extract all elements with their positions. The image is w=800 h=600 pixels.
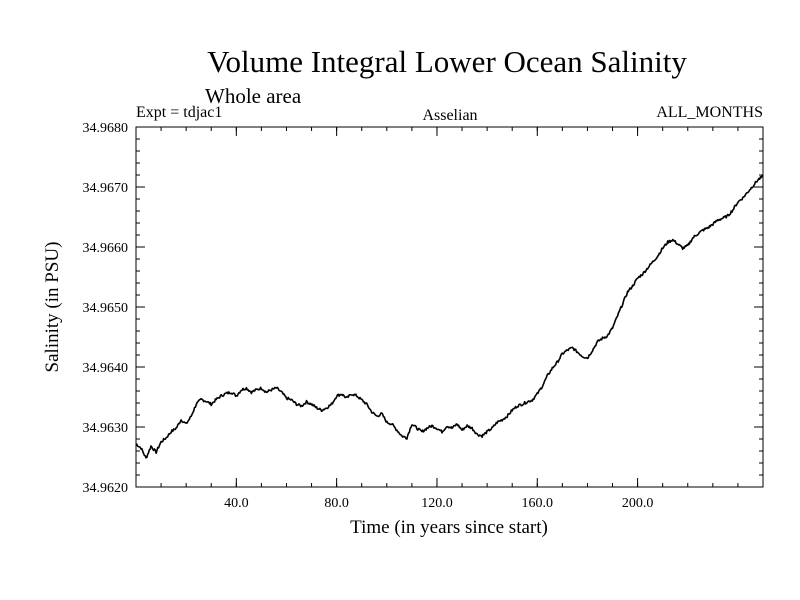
y-tick-label: 34.9640 [83, 361, 129, 376]
x-tick-label: 160.0 [522, 496, 554, 511]
header-right: ALL_MONTHS [656, 104, 763, 121]
x-tick-label: 200.0 [622, 496, 654, 511]
salinity-series-line [135, 174, 764, 459]
y-tick-label: 34.9630 [83, 421, 129, 436]
y-axis: 34.9620 34.9630 34.9640 34.9650 34.9660 34.96… [83, 121, 763, 496]
plot-frame [135, 126, 764, 488]
y-tick-label: 34.9680 [83, 121, 129, 136]
minor-ticks [136, 126, 763, 488]
y-tick-label: 34.9660 [83, 241, 129, 256]
chart-subtitle: Whole area [205, 84, 302, 108]
y-tick-label: 34.9650 [83, 301, 129, 316]
chart-title: Volume Integral Lower Ocean Salinity [207, 44, 687, 79]
x-tick-label: 120.0 [421, 496, 453, 511]
y-tick-label: 34.9670 [83, 181, 129, 196]
x-tick-label: 40.0 [224, 496, 249, 511]
x-axis-label: Time (in years since start) [350, 517, 548, 538]
y-axis-label: Salinity (in PSU) [42, 242, 63, 373]
header-center: Asselian [422, 107, 477, 124]
y-tick-label: 34.9620 [83, 481, 129, 496]
x-tick-label: 80.0 [324, 496, 349, 511]
x-axis: 40.0 80.0 120.0 160.0 200.0 [224, 127, 653, 511]
header-left: Expt = tdjac1 [136, 104, 222, 121]
